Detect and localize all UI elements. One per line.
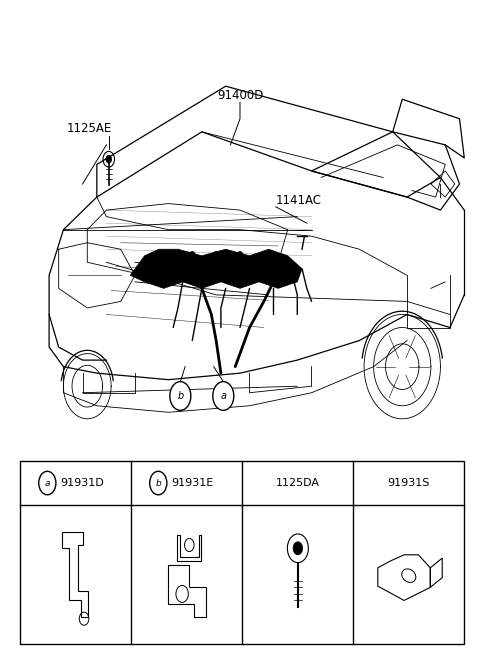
Circle shape (213, 382, 234, 410)
Text: 1141AC: 1141AC (276, 194, 322, 207)
Text: 91400D: 91400D (217, 90, 263, 102)
Text: 1125AE: 1125AE (67, 122, 112, 135)
Text: 91931E: 91931E (172, 478, 214, 488)
Text: b: b (177, 391, 183, 401)
Circle shape (213, 252, 219, 259)
Circle shape (150, 472, 167, 495)
Circle shape (142, 258, 147, 266)
Circle shape (39, 472, 56, 495)
Text: a: a (220, 391, 226, 401)
Circle shape (190, 252, 195, 259)
Text: b: b (156, 479, 161, 487)
Text: 1125DA: 1125DA (276, 478, 320, 488)
Bar (21, 461, 464, 644)
Polygon shape (130, 250, 302, 288)
Circle shape (106, 155, 112, 163)
Circle shape (237, 252, 243, 259)
Circle shape (293, 542, 302, 555)
Circle shape (285, 258, 290, 266)
Circle shape (166, 252, 171, 259)
Text: 91931S: 91931S (388, 478, 430, 488)
Circle shape (261, 252, 267, 259)
Text: a: a (45, 479, 50, 487)
Circle shape (170, 382, 191, 410)
Text: 91931D: 91931D (60, 478, 105, 488)
